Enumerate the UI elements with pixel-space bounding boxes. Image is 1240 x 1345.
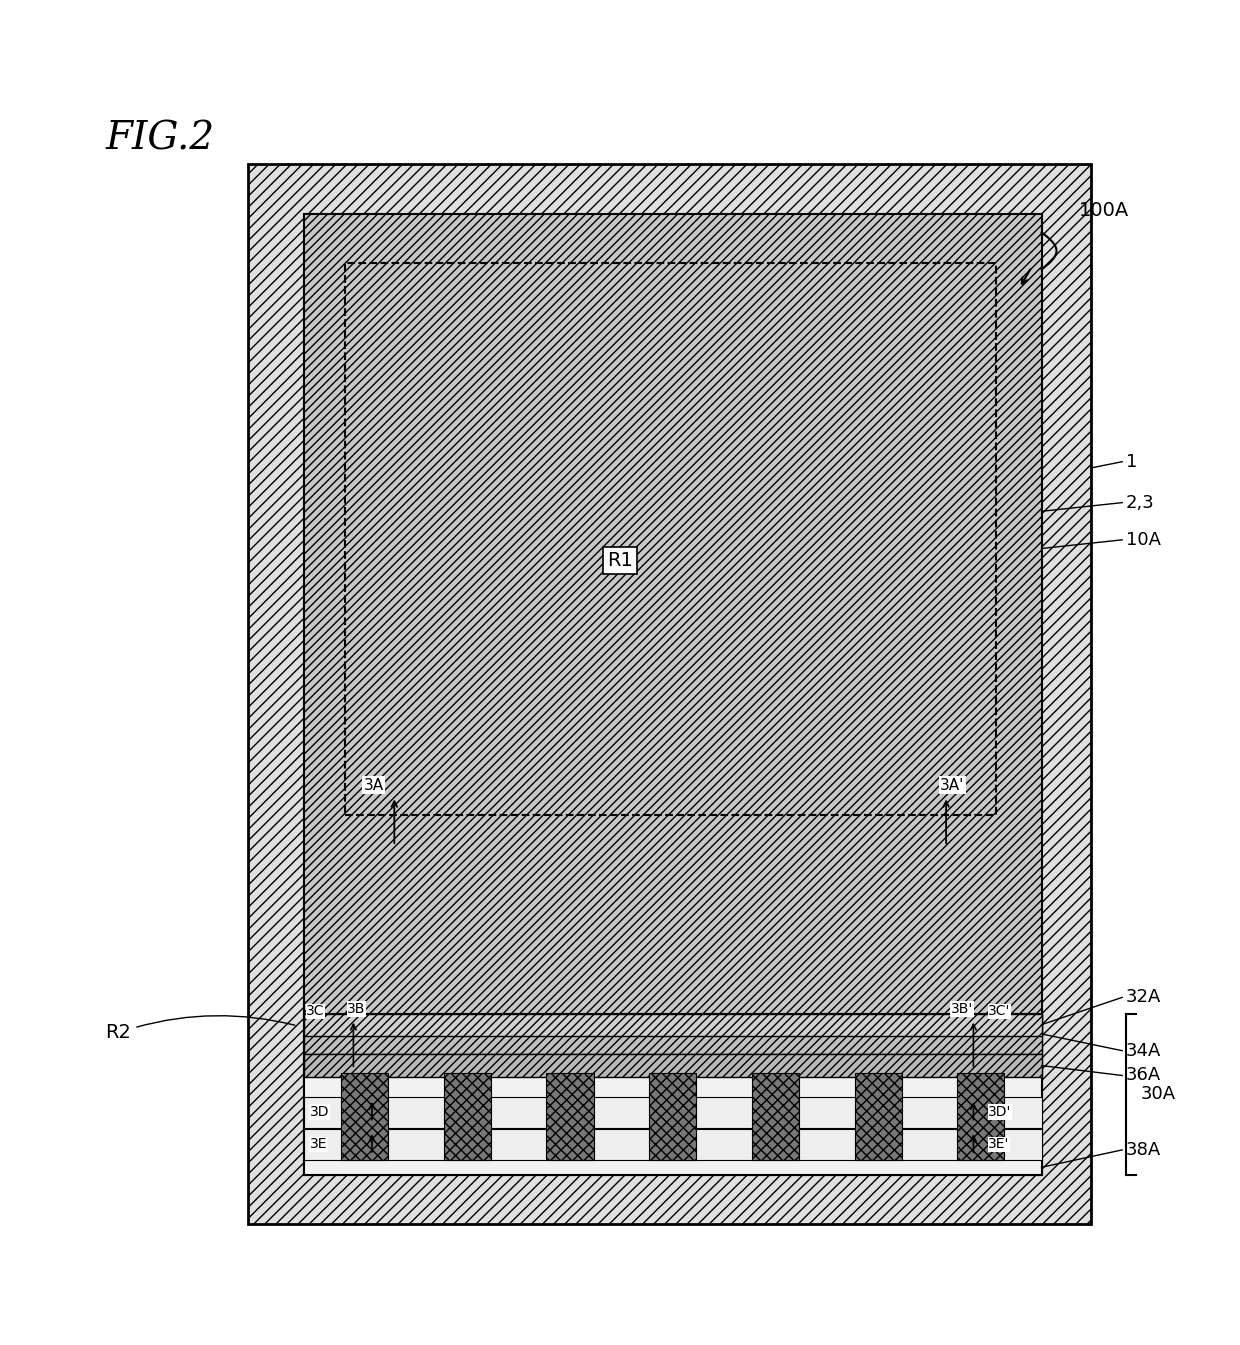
Text: 3C': 3C' [988,1005,1011,1018]
Bar [304,214,1042,1174]
Text: 100A: 100A [1079,202,1130,221]
Bar [547,1073,594,1159]
Text: 30A: 30A [1141,1085,1176,1103]
Bar [304,1014,1042,1054]
Bar [957,1073,1004,1159]
Bar [751,1073,799,1159]
Bar [304,1054,1042,1077]
Bar [854,1073,901,1159]
Bar [650,1073,697,1159]
Text: 2,3: 2,3 [1126,494,1154,511]
Text: R1: R1 [608,551,632,570]
Text: 3D: 3D [310,1106,330,1119]
Text: 32A: 32A [1126,989,1162,1006]
Text: 36A: 36A [1126,1067,1161,1084]
Text: 3E: 3E [310,1138,327,1151]
Text: 10A: 10A [1126,531,1161,549]
Text: 38A: 38A [1126,1141,1161,1159]
Text: FIG.2: FIG.2 [105,121,215,157]
Bar [304,1096,1042,1127]
Bar [304,1128,1042,1159]
Text: 1: 1 [1126,453,1137,471]
Bar [345,264,996,815]
Text: 3B: 3B [347,1002,366,1015]
Bar [444,1073,491,1159]
Bar [248,164,1091,1224]
Text: 3C: 3C [306,1005,325,1018]
Bar [304,1014,1042,1174]
Text: 3A': 3A' [940,777,965,792]
Bar [341,1073,388,1159]
Text: 3B': 3B' [951,1002,973,1015]
Text: 3E': 3E' [988,1138,1009,1151]
Text: 3A: 3A [363,777,383,792]
Bar [304,1014,1042,1036]
Text: R2: R2 [105,1015,295,1042]
Text: 3D': 3D' [988,1106,1012,1119]
Text: 34A: 34A [1126,1041,1162,1060]
